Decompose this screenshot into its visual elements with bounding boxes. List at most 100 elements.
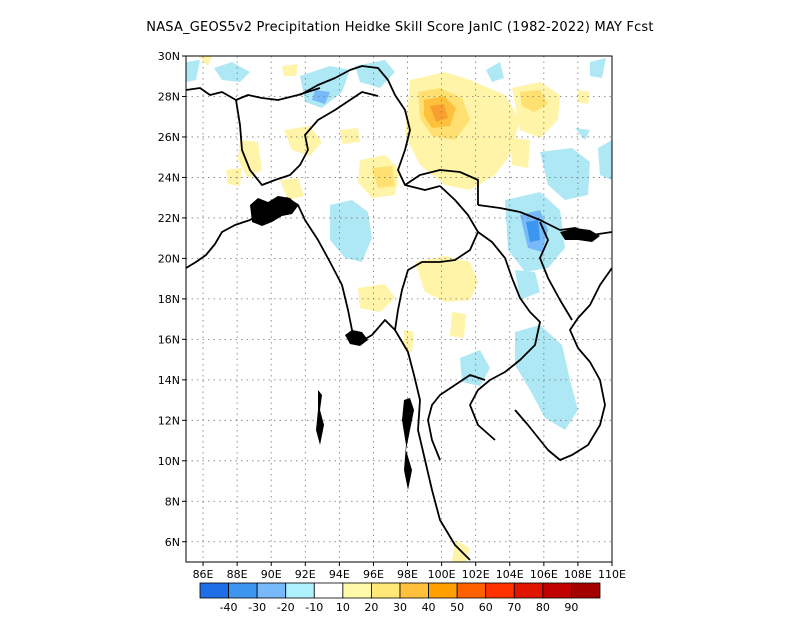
lat-tick-label: 28N <box>158 90 180 103</box>
colorbar-label: 30 <box>393 601 407 614</box>
skill-region-pos1 <box>358 284 395 312</box>
border-myanmar-thailand <box>394 185 479 331</box>
colorbar-label: 80 <box>536 601 550 614</box>
colorbar-label: -20 <box>277 601 295 614</box>
colorbar-label: 10 <box>336 601 350 614</box>
colorbar-swatch <box>199 582 229 599</box>
lat-tick-label: 22N <box>158 212 180 225</box>
skill-region-neg1 <box>214 62 250 82</box>
skill-region-pos1 <box>340 128 360 144</box>
skill-region-neg1 <box>330 200 372 262</box>
lon-tick-label: 104E <box>496 568 524 581</box>
skill-region-pos1 <box>284 126 322 156</box>
skill-region-pos1 <box>238 140 262 178</box>
border-laos-thailand <box>469 231 541 441</box>
colorbar-swatch <box>371 582 401 599</box>
colorbar-swatch <box>399 582 429 599</box>
skill-region-neg1 <box>515 270 540 300</box>
skill-region-pos1 <box>282 64 298 76</box>
skill-region-neg1 <box>540 148 590 200</box>
lon-tick-label: 88E <box>227 568 248 581</box>
andaman-islands <box>316 390 324 445</box>
lat-tick-label: 16N <box>158 333 180 346</box>
lat-tick-label: 18N <box>158 293 180 306</box>
lat-tick-label: 10N <box>158 455 180 468</box>
skill-region-neg1 <box>515 325 578 430</box>
colorbar-swatch <box>228 582 258 599</box>
colorbar-swatch <box>456 582 487 599</box>
colorbar-label: 70 <box>507 601 521 614</box>
vietnam-coast-detail <box>560 228 600 242</box>
mergui-islands <box>402 398 414 490</box>
skill-region-neg1 <box>486 62 504 82</box>
lon-tick-label: 90E <box>261 568 282 581</box>
lon-tick-label: 100E <box>428 568 456 581</box>
skill-region-pos1 <box>578 90 590 104</box>
colorbar-swatch <box>313 582 344 599</box>
colorbar-label: -10 <box>305 601 323 614</box>
skill-region-pos2 <box>372 166 395 188</box>
lat-tick-label: 8N <box>165 495 180 508</box>
colorbar-swatch <box>256 582 287 599</box>
colorbar: -40 -30 -20 -10 10 20 30 40 50 60 70 80 90 <box>199 582 601 614</box>
skill-region-pos1 <box>280 178 304 200</box>
lon-tick-label: 86E <box>193 568 214 581</box>
colorbar-swatch <box>342 582 372 599</box>
border-china-laos <box>404 169 479 205</box>
lon-tick-label: 94E <box>329 568 350 581</box>
skill-region-neg3 <box>526 220 540 242</box>
ganges-delta <box>250 196 298 226</box>
coastline-west-bengal <box>186 87 321 101</box>
lon-tick-label: 108E <box>564 568 592 581</box>
lon-tick-label: 110E <box>598 568 626 581</box>
border-myanmar-north <box>299 65 441 191</box>
skill-region-pos1 <box>450 312 466 338</box>
colorbar-label: 50 <box>450 601 464 614</box>
lon-tick-label: 106E <box>530 568 558 581</box>
lat-tick-label: 20N <box>158 252 180 265</box>
skill-region-neg1 <box>186 60 200 82</box>
colorbar-swatch <box>485 582 515 599</box>
lon-tick-label: 102E <box>462 568 490 581</box>
colorbar-label: 40 <box>422 601 436 614</box>
colorbar-swatch <box>571 582 601 599</box>
skill-region-pos1 <box>404 330 414 352</box>
lat-tick-label: 6N <box>165 536 180 549</box>
skill-region-pos4 <box>430 104 448 122</box>
coastline-vietnam <box>514 267 612 461</box>
skill-region-pos1 <box>226 168 242 186</box>
colorbar-swatch <box>542 582 572 599</box>
plot-frame <box>185 55 613 563</box>
skill-region-neg1 <box>598 140 612 180</box>
coastline-bay-of-bengal <box>186 197 471 561</box>
lat-tick-label: 24N <box>158 171 180 184</box>
latitude-ticks: 6N 8N 10N 12N 14N 16N 18N 20N 22N 24N 26N 28N 30N <box>158 50 186 549</box>
colorbar-swatch <box>513 582 544 599</box>
longitude-ticks: 86E 88E 90E 92E 94E 96E 98E 100E 102E 104E 106E 108… <box>193 562 626 581</box>
lat-tick-label: 26N <box>158 131 180 144</box>
colorbar-label: 60 <box>479 601 493 614</box>
skill-region-neg1 <box>575 128 590 140</box>
skill-region-pos1 <box>198 56 212 66</box>
lon-tick-label: 98E <box>397 568 418 581</box>
grid-lines <box>186 56 612 562</box>
colorbar-label: 90 <box>564 601 578 614</box>
lat-tick-label: 12N <box>158 414 180 427</box>
skill-region-neg2 <box>312 90 330 104</box>
lat-tick-label: 14N <box>158 374 180 387</box>
colorbar-swatch <box>285 582 315 599</box>
colorbar-label: -40 <box>220 601 238 614</box>
irrawaddy-delta <box>345 330 368 346</box>
skill-region-neg1 <box>590 58 606 78</box>
skill-region-pos2 <box>520 90 548 112</box>
colorbar-swatch <box>428 582 458 599</box>
colorbar-label: -30 <box>248 601 266 614</box>
lon-tick-label: 92E <box>295 568 316 581</box>
border-laos-vietnam <box>539 221 573 321</box>
skill-region-neg1 <box>460 350 490 386</box>
coastline-gulf-of-thailand <box>427 374 486 461</box>
chart-title: NASA_GEOS5v2 Precipitation Heidke Skill … <box>146 20 654 35</box>
skill-region-pos1 <box>415 256 478 302</box>
skill-region-pos1 <box>510 138 530 168</box>
